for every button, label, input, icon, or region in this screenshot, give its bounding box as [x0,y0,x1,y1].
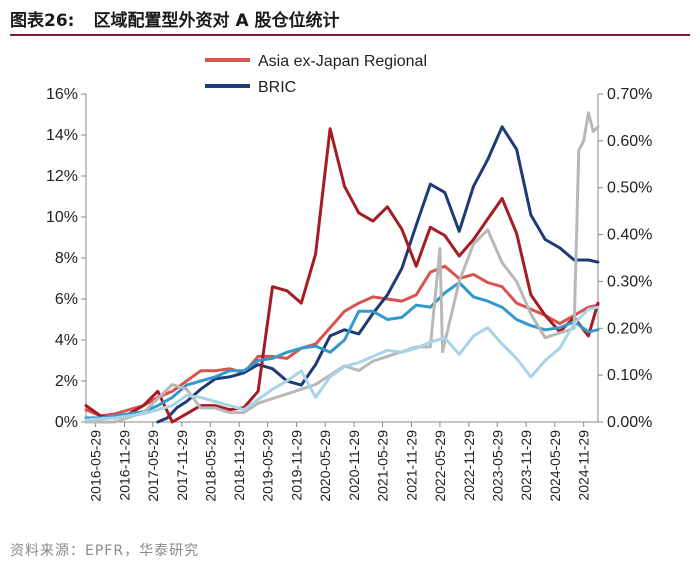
x-axis-tick-label: 2017-11-29 [174,430,190,501]
x-axis-tick-label: 2021-05-29 [375,430,391,502]
x-axis-tick-label: 2024-11-29 [576,430,592,501]
right-axis-tick-label: 0.20% [607,320,652,337]
series-line-unnamed-5 [84,305,600,422]
left-axis-tick-label: 6% [55,291,78,308]
series-line-unnamed-3 [84,281,600,420]
series-line-unnamed-2 [84,127,600,424]
x-axis-tick-label: 2018-05-29 [202,430,218,502]
legend-label: Asia ex-Japan Regional [258,53,427,70]
x-axis-tick-label: 2019-05-29 [260,430,276,502]
left-axis-tick-label: 8% [55,250,78,267]
x-axis-tick-label: 2022-05-29 [432,430,448,502]
left-axis-tick-label: 12% [46,168,78,185]
x-axis-tick-label: 2023-11-29 [518,430,534,501]
series-line-unnamed-4 [84,111,600,424]
x-axis-tick-label: 2019-11-29 [289,430,305,501]
left-axis-tick-label: 16% [46,86,78,103]
left-axis-tick-label: 4% [55,332,78,349]
right-axis-tick-label: 0.00% [607,414,652,431]
right-axis-tick-label: 0.40% [607,227,652,244]
figure-header: 图表26: 区域配置型外资对 A 股仓位统计 [10,6,690,36]
series-line-asia-ex-japan-regional [84,264,600,418]
right-axis-tick-label: 0.10% [607,367,652,384]
x-axis-tick-label: 2016-11-29 [117,430,133,501]
left-axis-tick-label: 2% [55,373,78,390]
x-axis-tick-label: 2022-11-29 [461,430,477,501]
right-axis-tick-label: 0.50% [607,180,652,197]
figure-title: 区域配置型外资对 A 股仓位统计 [93,11,340,31]
series-line-bric [156,125,600,424]
legend-label: BRIC [258,79,296,96]
title-rule [10,34,690,36]
source-note: 资料来源：EPFR，华泰研究 [10,543,200,559]
line-chart: 0% 2% 4% 6% 8% 10% 12% 14% 16% 0.00% 0.10% 0.20% 0.3… [46,53,652,502]
right-axis-tick-label: 0.70% [607,86,652,103]
x-axis-tick-label: 2021-11-29 [403,430,419,501]
figure-label: 图表26: [10,11,75,31]
x-axis-tick-label: 2024-05-29 [547,430,563,502]
left-axis-tick-label: 14% [46,127,78,144]
left-axis-tick-label: 0% [55,414,78,431]
x-axis-tick-label: 2017-05-29 [145,430,161,502]
x-axis-tick-label: 2016-05-29 [88,430,104,502]
x-axis-tick-label: 2023-05-29 [489,430,505,502]
x-axis-tick-label: 2020-11-29 [346,430,362,501]
x-axis-tick-label: 2018-11-29 [231,430,247,501]
x-axis-tick-label: 2020-05-29 [317,430,333,502]
left-axis-tick-label: 10% [46,209,78,226]
right-axis-tick-label: 0.30% [607,273,652,290]
right-axis-tick-label: 0.60% [607,133,652,150]
